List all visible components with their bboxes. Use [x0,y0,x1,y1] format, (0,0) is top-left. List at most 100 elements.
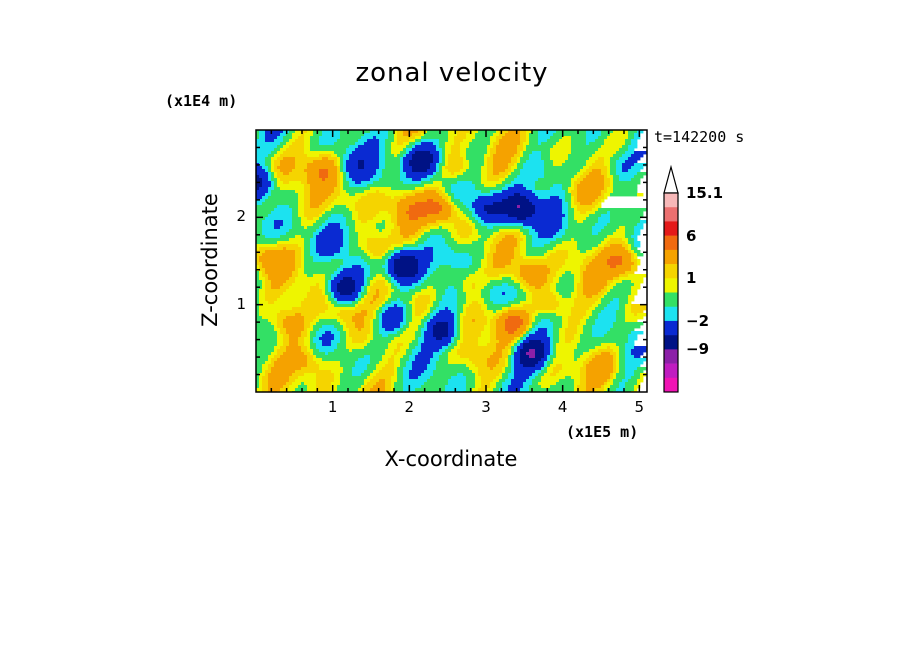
field-cell [577,328,584,332]
field-cell [385,283,392,287]
field-cell [385,250,389,254]
field-cell [256,376,260,380]
field-cell [520,205,536,209]
field-cell [622,169,629,173]
field-cell [631,352,644,356]
field-cell [541,142,557,146]
field-cell [619,277,644,281]
field-cell [529,385,542,389]
field-cell [478,388,488,392]
field-cell [526,148,551,152]
field-cell [262,388,269,392]
field-cell [598,220,611,224]
field-cell [448,130,458,134]
field-cell [619,364,626,368]
field-cell [361,289,365,293]
field-cell [322,214,332,218]
field-cell [586,169,593,173]
field-cell [358,238,368,242]
field-cell [622,379,629,383]
field-cell [256,334,278,338]
field-cell [349,172,377,176]
field-cell [334,253,350,257]
field-cell [400,199,428,203]
field-cell [574,181,581,185]
field-cell [403,367,413,371]
field-cell [385,379,392,383]
field-cell [523,385,530,389]
field-cell [391,340,413,344]
field-cell [595,199,602,203]
field-cell [562,235,608,239]
field-cell [445,385,467,389]
field-cell [268,274,293,278]
field-cell [364,322,371,326]
field-cell [256,301,260,305]
field-cell [580,370,587,374]
field-cell [364,385,374,389]
field-cell [466,133,476,137]
field-cell [295,262,302,266]
field-cell [529,289,551,293]
field-cell [508,358,512,362]
field-cell [391,187,416,191]
field-cell [601,199,605,203]
field-cell [298,211,305,215]
field-cell [445,238,455,242]
field-cell [613,322,644,326]
field-cell [619,148,629,152]
field-cell [397,373,404,377]
field-cell [451,265,470,269]
field-cell [616,370,620,374]
field-cell [277,151,284,155]
field-cell [547,367,554,371]
field-cell [610,301,620,305]
field-cell [295,370,332,374]
field-cell [460,316,464,320]
field-cell [523,154,530,158]
field-cell [466,310,485,314]
field-cell [310,193,332,197]
field-cell [343,187,371,191]
field-cell [460,208,470,212]
field-cell [337,163,341,167]
field-cell [475,283,488,287]
field-cell [598,292,605,296]
field-cell [448,286,455,290]
field-cell [571,178,578,182]
field-cell [421,346,443,350]
field-cell [580,175,587,179]
field-cell [493,142,500,146]
field-cell [403,310,407,314]
field-cell [280,355,308,359]
field-cell [532,190,566,194]
field-cell [448,136,455,140]
field-cell [580,322,587,326]
field-cell [385,226,395,230]
field-cell [454,136,467,140]
field-cell [280,388,287,392]
field-cell [277,343,284,347]
field-cell [283,292,308,296]
field-cell [598,136,608,140]
field-cell [616,166,623,170]
field-cell [568,214,575,218]
field-cell [535,331,548,335]
field-cell [499,358,506,362]
field-cell [613,379,623,383]
field-cell [256,307,260,311]
field-cell [469,274,488,278]
field-cell [499,373,503,377]
field-cell [493,157,512,161]
field-cell [511,358,515,362]
field-cell [325,274,332,278]
field-cell [388,130,395,134]
field-cell [355,322,365,326]
field-cell [385,295,392,299]
field-cell [457,319,461,323]
field-cell [418,271,428,275]
field-cell [520,268,551,272]
field-cell [265,361,272,365]
field-cell [337,166,341,170]
field-cell [526,133,530,137]
